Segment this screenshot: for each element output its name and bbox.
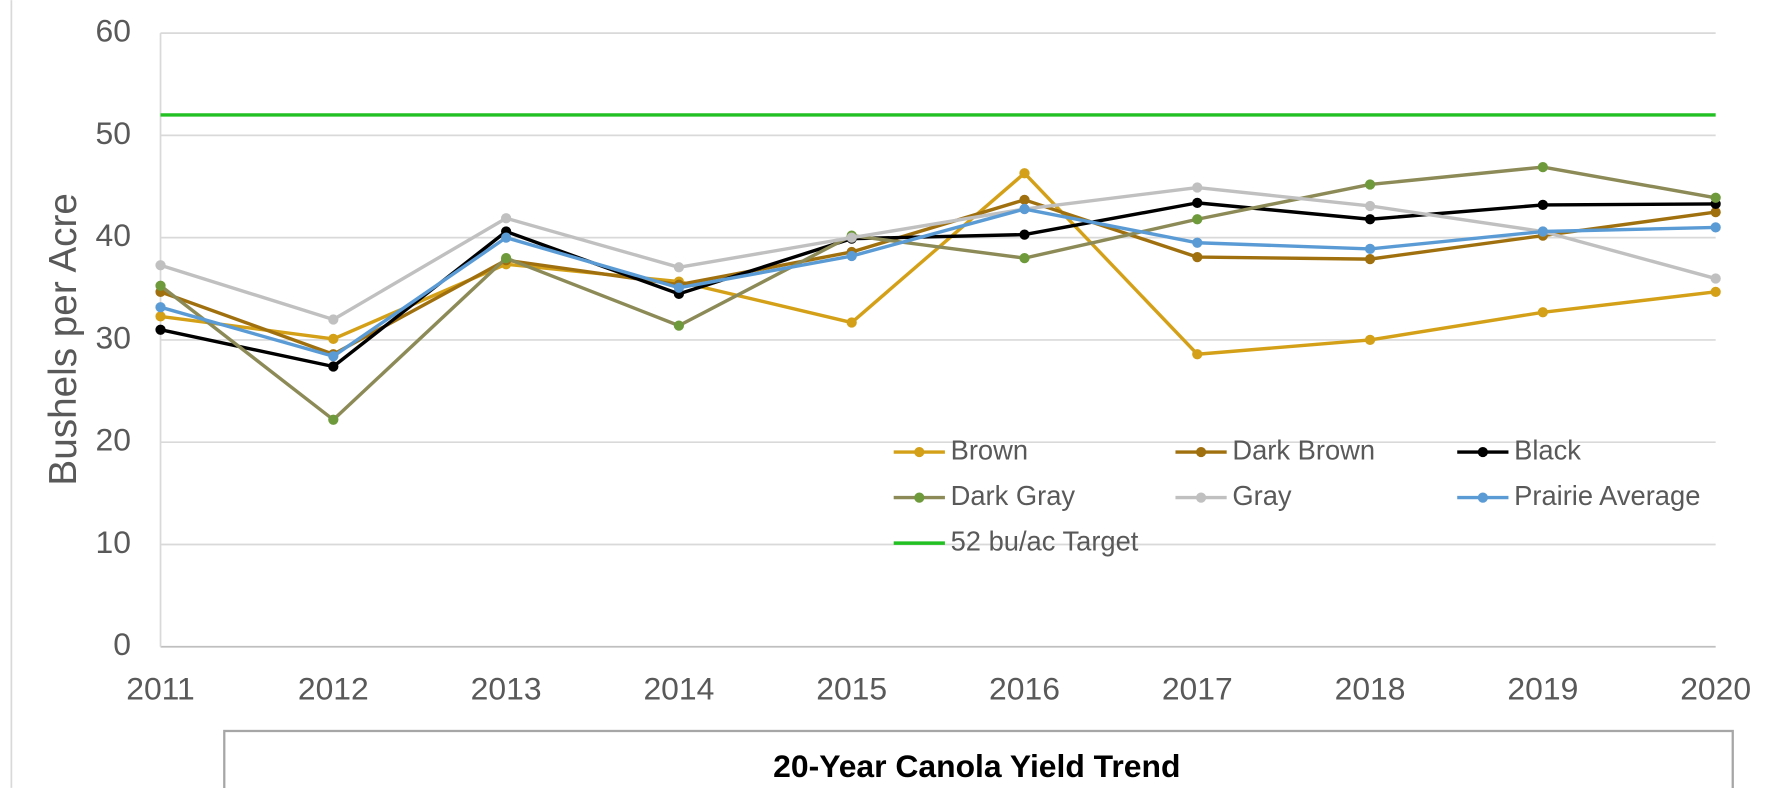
legend-label: Brown [951,434,1028,465]
x-tick-label: 2011 [126,671,195,707]
y-tick-label: 20 [95,422,130,458]
data-point [1710,222,1721,233]
y-axis-label: Bushels per Acre [42,193,85,485]
data-point [1537,226,1548,237]
legend-marker [914,446,925,458]
data-point [500,252,512,264]
data-point [1364,200,1376,212]
x-tick-label: 2015 [816,671,887,707]
data-point [155,324,166,335]
data-point [846,250,857,262]
x-tick-label: 2018 [1335,671,1406,707]
x-tick-label: 2020 [1680,671,1751,707]
series-line [159,198,1716,356]
data-point [155,311,166,322]
x-tick-label: 2016 [989,671,1060,707]
y-tick-label: 50 [95,115,130,151]
y-tick-label: 30 [95,319,130,355]
legend-label: 52 bu/ac Target [951,525,1139,556]
data-point [1192,237,1203,248]
x-tick-label: 2017 [1162,671,1233,707]
x-tick-label: 2019 [1507,671,1578,707]
legend-label: Gray [1232,480,1292,511]
data-point [1192,214,1203,225]
data-point [155,302,166,313]
data-point [1537,161,1548,173]
data-point [1019,229,1030,240]
legend-marker [1195,492,1207,503]
legend-label: Prairie Average [1514,480,1700,511]
data-point [1019,194,1030,205]
data-point [673,282,685,293]
data-point [1019,168,1030,179]
data-point [500,213,512,224]
x-tick-label: 2013 [471,671,542,707]
data-point [1710,286,1721,297]
legend-marker [1477,492,1488,503]
data-point [1537,199,1548,211]
data-point [328,351,339,362]
legend-marker [1195,446,1207,458]
legend-marker [914,492,925,503]
data-point [1364,243,1376,255]
data-point [155,260,166,271]
data-point [1710,192,1721,203]
data-point [328,333,339,345]
data-point [1192,251,1203,263]
legend-label: Dark Brown [1232,434,1375,465]
x-tick-label: 2014 [643,671,714,707]
data-point [846,317,857,328]
data-point [500,232,512,243]
data-point [1364,334,1376,346]
data-point [1364,214,1376,225]
data-point [328,361,339,372]
data-point [1019,252,1030,264]
data-point [1364,179,1376,190]
data-point [328,314,339,325]
data-point [1019,203,1030,215]
y-tick-label: 10 [95,524,130,560]
legend-label: Dark Gray [951,480,1076,511]
data-point [328,414,339,425]
title-box [223,729,1734,788]
y-tick-label: 60 [95,13,130,49]
data-point [1364,254,1376,265]
data-point [1537,307,1548,318]
series-line [160,185,1717,322]
data-point [1710,273,1721,284]
y-tick-label: 0 [113,626,131,662]
data-point [673,320,685,331]
data-point [673,262,685,273]
legend-label: Black [1514,434,1581,465]
series-line [160,207,1716,358]
y-tick-label: 40 [95,217,130,253]
data-point [1710,206,1721,218]
series-line [159,165,1716,422]
data-point [846,232,857,243]
chart-title: 20-Year Canola Yield Trend [773,748,1180,784]
legend-marker [1477,446,1488,458]
x-tick-label: 2012 [298,671,369,707]
series-line [160,171,1716,356]
data-point [1192,197,1203,209]
data-point [1192,182,1203,193]
data-point [155,280,166,291]
data-point [1192,349,1203,360]
